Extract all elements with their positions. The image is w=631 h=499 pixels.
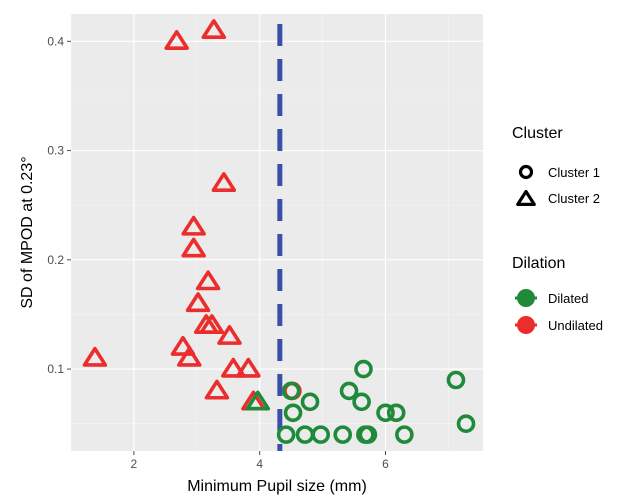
- x-tick-label: 2: [131, 457, 138, 471]
- data-point-triangle: [201, 19, 227, 40]
- legend-color-dot: [517, 289, 535, 307]
- data-point-triangle: [164, 30, 189, 50]
- data-point-circle: [276, 425, 296, 444]
- data-point-triangle: [82, 346, 108, 367]
- data-point-circle: [300, 392, 320, 412]
- data-point-circle: [283, 403, 303, 423]
- data-point-circle: [358, 425, 378, 444]
- data-point-circle: [352, 392, 371, 412]
- y-tick-label: 0.1: [47, 362, 64, 376]
- axes: 2 4 6 0.1 0.2 0.3 0.4: [47, 34, 389, 471]
- data-point-triangle: [221, 357, 246, 378]
- plot-panel: [71, 14, 483, 451]
- data-point-circle: [354, 359, 373, 379]
- y-tick-label: 0.3: [47, 144, 64, 158]
- dilation-legend: Dilation Dilated Undilated: [512, 255, 603, 334]
- data-point-triangle: [236, 357, 261, 378]
- data-point-triangle: [185, 292, 211, 313]
- data-point-triangle: [211, 172, 237, 192]
- y-axis-title: SD of MPOD at 0.23°: [19, 156, 36, 308]
- legend-label: Dilated: [548, 291, 588, 306]
- data-point-triangle: [217, 324, 242, 345]
- data-point-circle: [281, 381, 301, 401]
- legend-label: Undilated: [548, 318, 603, 333]
- legend-label: Cluster 2: [548, 191, 600, 206]
- cluster-legend-title: Cluster: [512, 125, 563, 142]
- data-point-triangle: [195, 270, 221, 291]
- grid-lines: [70, 14, 483, 451]
- x-tick-label: 4: [256, 457, 263, 471]
- data-point-triangle: [245, 390, 271, 411]
- data-point-triangle: [181, 237, 206, 258]
- data-point-circle: [395, 425, 414, 444]
- data-point-circle: [311, 425, 331, 444]
- data-point-circle: [339, 381, 359, 401]
- data-point-triangle: [204, 379, 230, 400]
- data-points: [82, 19, 476, 444]
- data-point-circle: [376, 403, 395, 423]
- data-point-circle: [446, 370, 466, 390]
- dilation-legend-title: Dilation: [512, 255, 565, 272]
- y-tick-label: 0.2: [47, 253, 64, 267]
- legend-label: Cluster 1: [548, 165, 600, 180]
- data-point-circle: [386, 403, 406, 423]
- data-point-circle: [456, 414, 476, 433]
- data-point-circle: [333, 425, 353, 444]
- x-tick-label: 6: [382, 457, 389, 471]
- data-point-triangle: [170, 335, 196, 356]
- y-tick-label: 0.4: [47, 34, 64, 48]
- data-point-triangle: [199, 314, 225, 335]
- cluster-legend: Cluster Cluster 1 Cluster 2: [512, 125, 600, 206]
- legend-triangle-icon: [516, 189, 536, 206]
- data-point-triangle: [177, 346, 202, 367]
- legend-color-dot: [517, 316, 535, 334]
- legend-circle-icon: [518, 164, 534, 180]
- data-point-triangle: [181, 215, 206, 236]
- x-axis-title: Minimum Pupil size (mm): [187, 478, 367, 495]
